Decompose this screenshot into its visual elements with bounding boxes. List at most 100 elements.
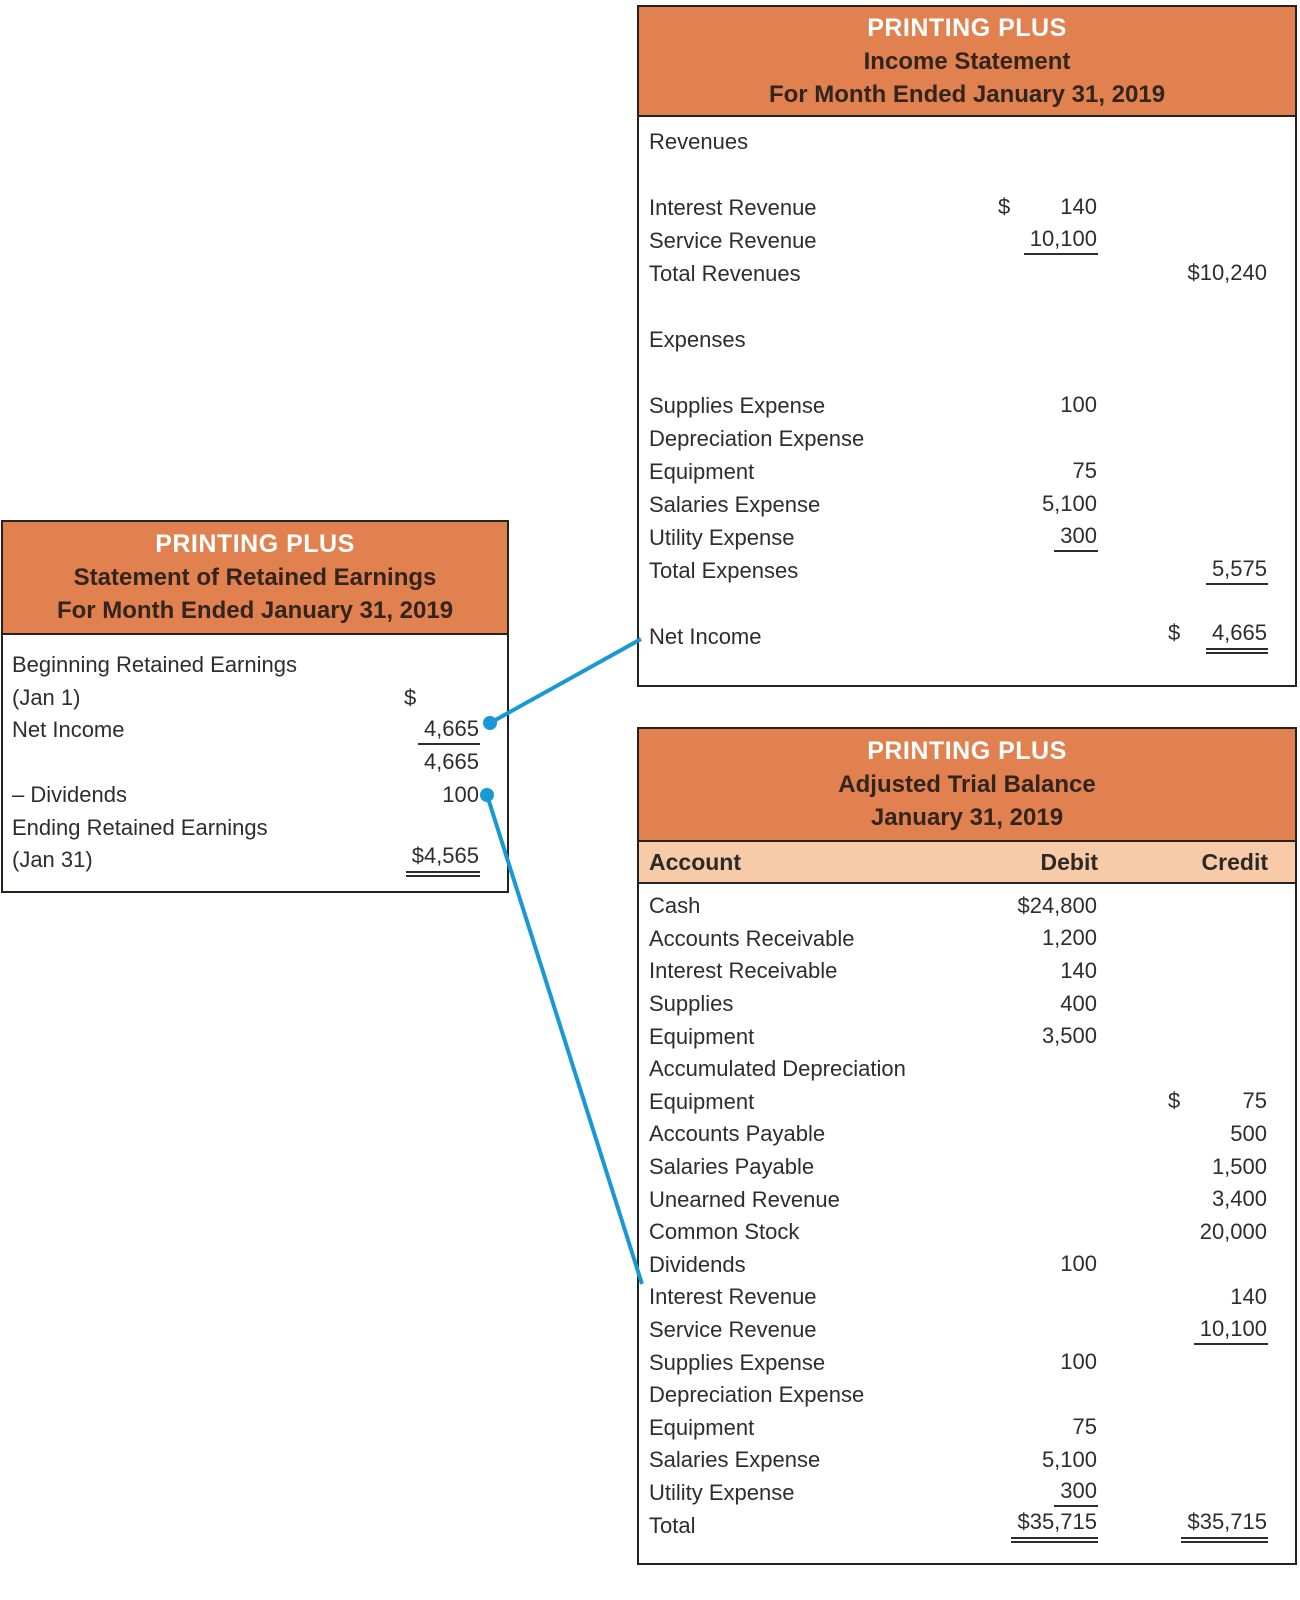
- credit-cell: [1168, 1492, 1268, 1493]
- credit-value: [1261, 1264, 1268, 1265]
- credit-value: [1261, 1362, 1268, 1363]
- debit-cell: 100: [404, 782, 480, 809]
- credit-cell: [1168, 339, 1268, 340]
- row-label: (Jan 1): [12, 684, 81, 710]
- row-label: Depreciation Expense: [649, 1382, 865, 1408]
- table-row: Accounts Payable 500: [639, 1118, 1295, 1151]
- company-name: PRINTING PLUS: [867, 737, 1067, 765]
- credit-cell: 1,500: [1168, 1154, 1268, 1181]
- credit-value: [1261, 1395, 1268, 1396]
- debit-value: $24,800: [1017, 892, 1097, 918]
- credit-cell: [1168, 141, 1268, 142]
- row-label: Equipment: [649, 1414, 755, 1440]
- row-label: Utility Expense: [649, 1479, 795, 1505]
- row-label: Utility Expense: [649, 524, 795, 550]
- row-label: Salaries Payable: [649, 1154, 815, 1180]
- debit-cell: [998, 636, 1098, 637]
- credit-value: 10,100: [1193, 1316, 1268, 1345]
- credit-value: [1261, 1069, 1268, 1070]
- table-row: Equipment 75: [639, 1412, 1295, 1445]
- row-label: Equipment: [649, 1023, 755, 1049]
- trial-balance-rows: Cash $24,800 Accounts Receivable 1,200 Inter…: [639, 884, 1295, 1543]
- credit-cell: [1168, 306, 1268, 307]
- debit-value: 5,100: [1041, 1446, 1097, 1472]
- table-row: Utility Expense 300: [639, 521, 1295, 554]
- credit-cell: [1168, 240, 1268, 241]
- debit-value: 1,200: [1041, 925, 1097, 951]
- debit-cell: 5,100: [998, 1447, 1098, 1474]
- credit-cell: [1168, 1362, 1268, 1363]
- debit-cell: [998, 570, 1098, 571]
- row-label: Interest Revenue: [649, 1284, 817, 1310]
- debit-value: [1091, 1297, 1098, 1298]
- credit-cell: [1168, 504, 1268, 505]
- table-row: Total Expenses 5,575: [639, 554, 1295, 587]
- row-label: Total Expenses: [649, 557, 799, 583]
- table-row: Beginning Retained Earnings: [3, 649, 507, 682]
- table-row: Revenues: [639, 125, 1295, 158]
- debit-value: 400: [1060, 990, 1097, 1016]
- debit-value: [1091, 1167, 1098, 1168]
- debit-value: 300: [1054, 523, 1098, 552]
- debit-value: [473, 827, 480, 828]
- credit-value: 5,575: [1205, 556, 1268, 585]
- debit-value: [473, 704, 480, 705]
- debit-cell: $: [404, 685, 480, 711]
- retained-earnings-header: PRINTING PLUS Statement of Retained Earn…: [3, 522, 507, 635]
- table-row: Utility Expense 300: [639, 1477, 1295, 1510]
- credit-value: [1261, 174, 1268, 175]
- table-row: Salaries Payable 1,500: [639, 1151, 1295, 1184]
- credit-value: [1261, 1460, 1268, 1461]
- table-row: Total $35,715 $35,715: [639, 1509, 1295, 1543]
- row-label: – Dividends: [12, 782, 127, 808]
- table-row: (Jan 31) $4,565: [3, 843, 507, 878]
- debit-value: 75: [1072, 1414, 1097, 1440]
- debit-cell: 140: [998, 958, 1098, 985]
- credit-value: [1261, 1004, 1268, 1005]
- credit-value: [1261, 207, 1268, 208]
- debit-cell: 75: [998, 1414, 1098, 1441]
- debit-value: [1091, 570, 1098, 571]
- debit-value: [1091, 1330, 1098, 1331]
- debit-cell: [998, 1167, 1098, 1168]
- credit-cell: [1168, 1264, 1268, 1265]
- credit-cell: [1168, 603, 1268, 604]
- table-row: Accounts Receivable 1,200: [639, 923, 1295, 956]
- debit-value: $4,565: [405, 843, 480, 878]
- row-label: Depreciation Expense: [649, 425, 865, 451]
- credit-value: 1,500: [1211, 1153, 1267, 1179]
- row-label: Interest Revenue: [649, 194, 817, 220]
- credit-value: [1261, 339, 1268, 340]
- statement-period: For Month Ended January 31, 2019: [768, 80, 1166, 108]
- statement-period: January 31, 2019: [870, 804, 1064, 831]
- debit-value: [1091, 1101, 1098, 1102]
- row-label: Unearned Revenue: [649, 1186, 840, 1212]
- credit-value: [1261, 906, 1268, 907]
- table-row: Equipment $75: [639, 1086, 1295, 1119]
- debit-cell: [998, 1297, 1098, 1298]
- debit-cell: [998, 438, 1098, 439]
- debit-cell: 3,500: [998, 1023, 1098, 1050]
- credit-cell: $35,715: [1168, 1509, 1268, 1543]
- credit-cell: [1168, 207, 1268, 208]
- row-label: Ending Retained Earnings: [12, 814, 268, 840]
- debit-cell: 5,100: [998, 491, 1098, 518]
- credit-cell: $75: [1168, 1088, 1268, 1115]
- credit-value: 500: [1230, 1120, 1267, 1146]
- credit-cell: [1168, 1460, 1268, 1461]
- row-label: Service Revenue: [649, 1317, 817, 1343]
- retained-earnings-rows: Beginning Retained Earnings (Jan 1) $ Net I…: [3, 635, 507, 878]
- row-label: Accounts Payable: [649, 1121, 826, 1147]
- trial-balance-box: PRINTING PLUS Adjusted Trial Balance Jan…: [637, 727, 1297, 1565]
- debit-cell: $4,565: [404, 843, 480, 878]
- statement-title: Income Statement: [863, 47, 1071, 75]
- dividends-connector-line: [485, 794, 644, 1285]
- debit-cell: 4,665: [404, 749, 480, 776]
- credit-value: 140: [1230, 1283, 1267, 1309]
- debit-value: [1091, 603, 1098, 604]
- debit-cell: 400: [998, 991, 1098, 1018]
- currency-symbol: $: [998, 194, 1011, 219]
- credit-value: [1261, 1492, 1268, 1493]
- credit-value: [1261, 971, 1268, 972]
- debit-cell: [998, 372, 1098, 373]
